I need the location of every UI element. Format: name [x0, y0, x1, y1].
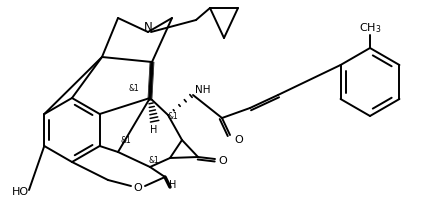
Text: &1: &1 — [167, 112, 178, 121]
Text: O: O — [134, 183, 142, 193]
Text: &1: &1 — [128, 84, 139, 92]
Text: H: H — [169, 180, 177, 190]
Text: &1: &1 — [148, 155, 159, 164]
Text: N: N — [144, 21, 153, 34]
Text: O: O — [235, 135, 243, 145]
Text: CH$_3$: CH$_3$ — [359, 21, 381, 35]
Text: O: O — [219, 156, 228, 166]
Text: H: H — [150, 125, 158, 135]
Text: &1: &1 — [120, 135, 131, 144]
Text: HO: HO — [12, 187, 29, 197]
Text: NH: NH — [195, 85, 210, 95]
